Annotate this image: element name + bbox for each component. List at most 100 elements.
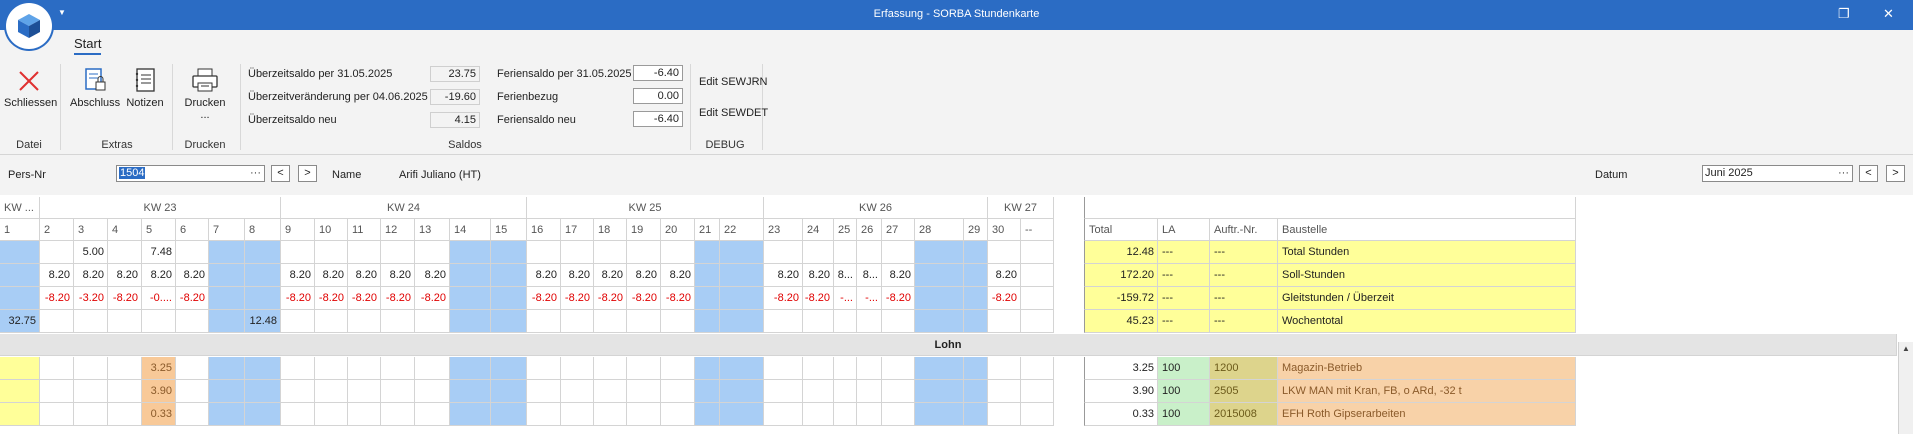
day-cell[interactable] [348, 241, 381, 264]
persnr-combo[interactable]: 1504 ··· [116, 165, 265, 182]
day-cell[interactable]: -8.20 [594, 287, 627, 310]
day-cell[interactable] [803, 403, 834, 426]
day-cell[interactable]: -8.20 [561, 287, 594, 310]
day-cell[interactable]: 5.00 [74, 241, 108, 264]
day-header[interactable]: 17 [561, 219, 594, 241]
day-cell[interactable] [491, 241, 527, 264]
day-cell[interactable] [415, 310, 450, 333]
day-cell[interactable] [245, 241, 281, 264]
day-cell[interactable] [988, 403, 1021, 426]
day-cell[interactable] [281, 241, 315, 264]
day-cell[interactable]: 8.20 [108, 264, 142, 287]
day-cell[interactable] [1021, 403, 1054, 426]
day-cell[interactable] [315, 310, 348, 333]
day-cell[interactable]: -8.20 [882, 287, 915, 310]
day-header[interactable]: 29 [964, 219, 988, 241]
day-cell[interactable] [491, 357, 527, 380]
day-cell[interactable] [209, 357, 245, 380]
day-cell[interactable] [40, 357, 74, 380]
day-cell[interactable] [882, 357, 915, 380]
day-cell[interactable] [661, 310, 695, 333]
day-cell[interactable]: -8.20 [415, 287, 450, 310]
day-header[interactable]: 20 [661, 219, 695, 241]
day-cell[interactable]: -8.20 [315, 287, 348, 310]
day-header[interactable]: 8 [245, 219, 281, 241]
day-header[interactable]: 24 [803, 219, 834, 241]
column-header[interactable]: Total [1084, 219, 1158, 241]
day-cell[interactable] [450, 264, 491, 287]
day-cell[interactable] [882, 380, 915, 403]
day-cell[interactable] [720, 403, 764, 426]
day-cell[interactable] [108, 403, 142, 426]
day-cell[interactable] [415, 380, 450, 403]
day-cell[interactable] [491, 380, 527, 403]
day-cell[interactable] [527, 380, 561, 403]
day-cell[interactable] [857, 380, 882, 403]
day-cell[interactable] [915, 264, 964, 287]
day-cell[interactable]: -8.20 [764, 287, 803, 310]
day-header[interactable]: 12 [381, 219, 415, 241]
day-cell[interactable] [964, 287, 988, 310]
day-header[interactable]: 6 [176, 219, 209, 241]
row-auftr[interactable]: 1200 [1210, 357, 1278, 380]
day-cell[interactable] [915, 241, 964, 264]
column-header[interactable]: Baustelle [1278, 219, 1576, 241]
combo-ellipsis-icon[interactable]: ··· [250, 167, 261, 179]
day-cell[interactable] [764, 357, 803, 380]
day-cell[interactable] [964, 380, 988, 403]
day-cell[interactable] [527, 241, 561, 264]
day-cell[interactable] [1021, 380, 1054, 403]
row-auftr[interactable]: 2505 [1210, 380, 1278, 403]
day-cell[interactable]: 0.33 [142, 403, 176, 426]
day-cell[interactable]: 8.20 [176, 264, 209, 287]
day-cell[interactable] [491, 403, 527, 426]
day-cell[interactable] [381, 357, 415, 380]
day-header[interactable]: 1 [0, 219, 40, 241]
day-cell[interactable]: 8.20 [882, 264, 915, 287]
day-cell[interactable] [695, 241, 720, 264]
datum-prev-button[interactable]: < [1859, 165, 1878, 182]
day-cell[interactable]: 8... [834, 264, 857, 287]
day-cell[interactable] [834, 403, 857, 426]
edit-sewjrn-button[interactable]: Edit SEWJRN [699, 76, 768, 88]
day-cell[interactable] [209, 380, 245, 403]
day-cell[interactable] [834, 310, 857, 333]
day-cell[interactable] [695, 310, 720, 333]
day-cell[interactable] [915, 310, 964, 333]
day-header[interactable]: 10 [315, 219, 348, 241]
day-cell[interactable] [108, 357, 142, 380]
day-cell[interactable] [281, 380, 315, 403]
day-cell[interactable] [491, 287, 527, 310]
day-header[interactable]: 19 [627, 219, 661, 241]
day-cell[interactable] [450, 287, 491, 310]
day-header[interactable]: 13 [415, 219, 450, 241]
day-header[interactable]: 28 [915, 219, 964, 241]
day-cell[interactable] [627, 403, 661, 426]
combo-ellipsis-icon[interactable]: ··· [1838, 167, 1849, 179]
day-cell[interactable]: -8.20 [803, 287, 834, 310]
day-cell[interactable] [561, 357, 594, 380]
day-cell[interactable] [964, 310, 988, 333]
day-cell[interactable] [1021, 287, 1054, 310]
day-cell[interactable]: 8.20 [74, 264, 108, 287]
day-cell[interactable]: 8.20 [803, 264, 834, 287]
day-cell[interactable] [74, 357, 108, 380]
restore-window-icon[interactable]: ❐ [1838, 6, 1850, 21]
day-cell[interactable] [661, 357, 695, 380]
day-cell[interactable] [661, 403, 695, 426]
day-cell[interactable]: -8.20 [988, 287, 1021, 310]
day-header[interactable]: 14 [450, 219, 491, 241]
day-cell[interactable]: 8.20 [415, 264, 450, 287]
day-cell[interactable] [245, 264, 281, 287]
day-cell[interactable] [1021, 357, 1054, 380]
persnr-next-button[interactable]: > [298, 165, 317, 182]
day-cell[interactable] [209, 403, 245, 426]
day-cell[interactable] [882, 241, 915, 264]
day-header[interactable]: 18 [594, 219, 627, 241]
day-cell[interactable] [74, 403, 108, 426]
day-cell[interactable]: -8.20 [661, 287, 695, 310]
day-cell[interactable] [857, 241, 882, 264]
day-cell[interactable] [803, 380, 834, 403]
day-cell[interactable] [450, 357, 491, 380]
day-cell[interactable]: 3.25 [142, 357, 176, 380]
